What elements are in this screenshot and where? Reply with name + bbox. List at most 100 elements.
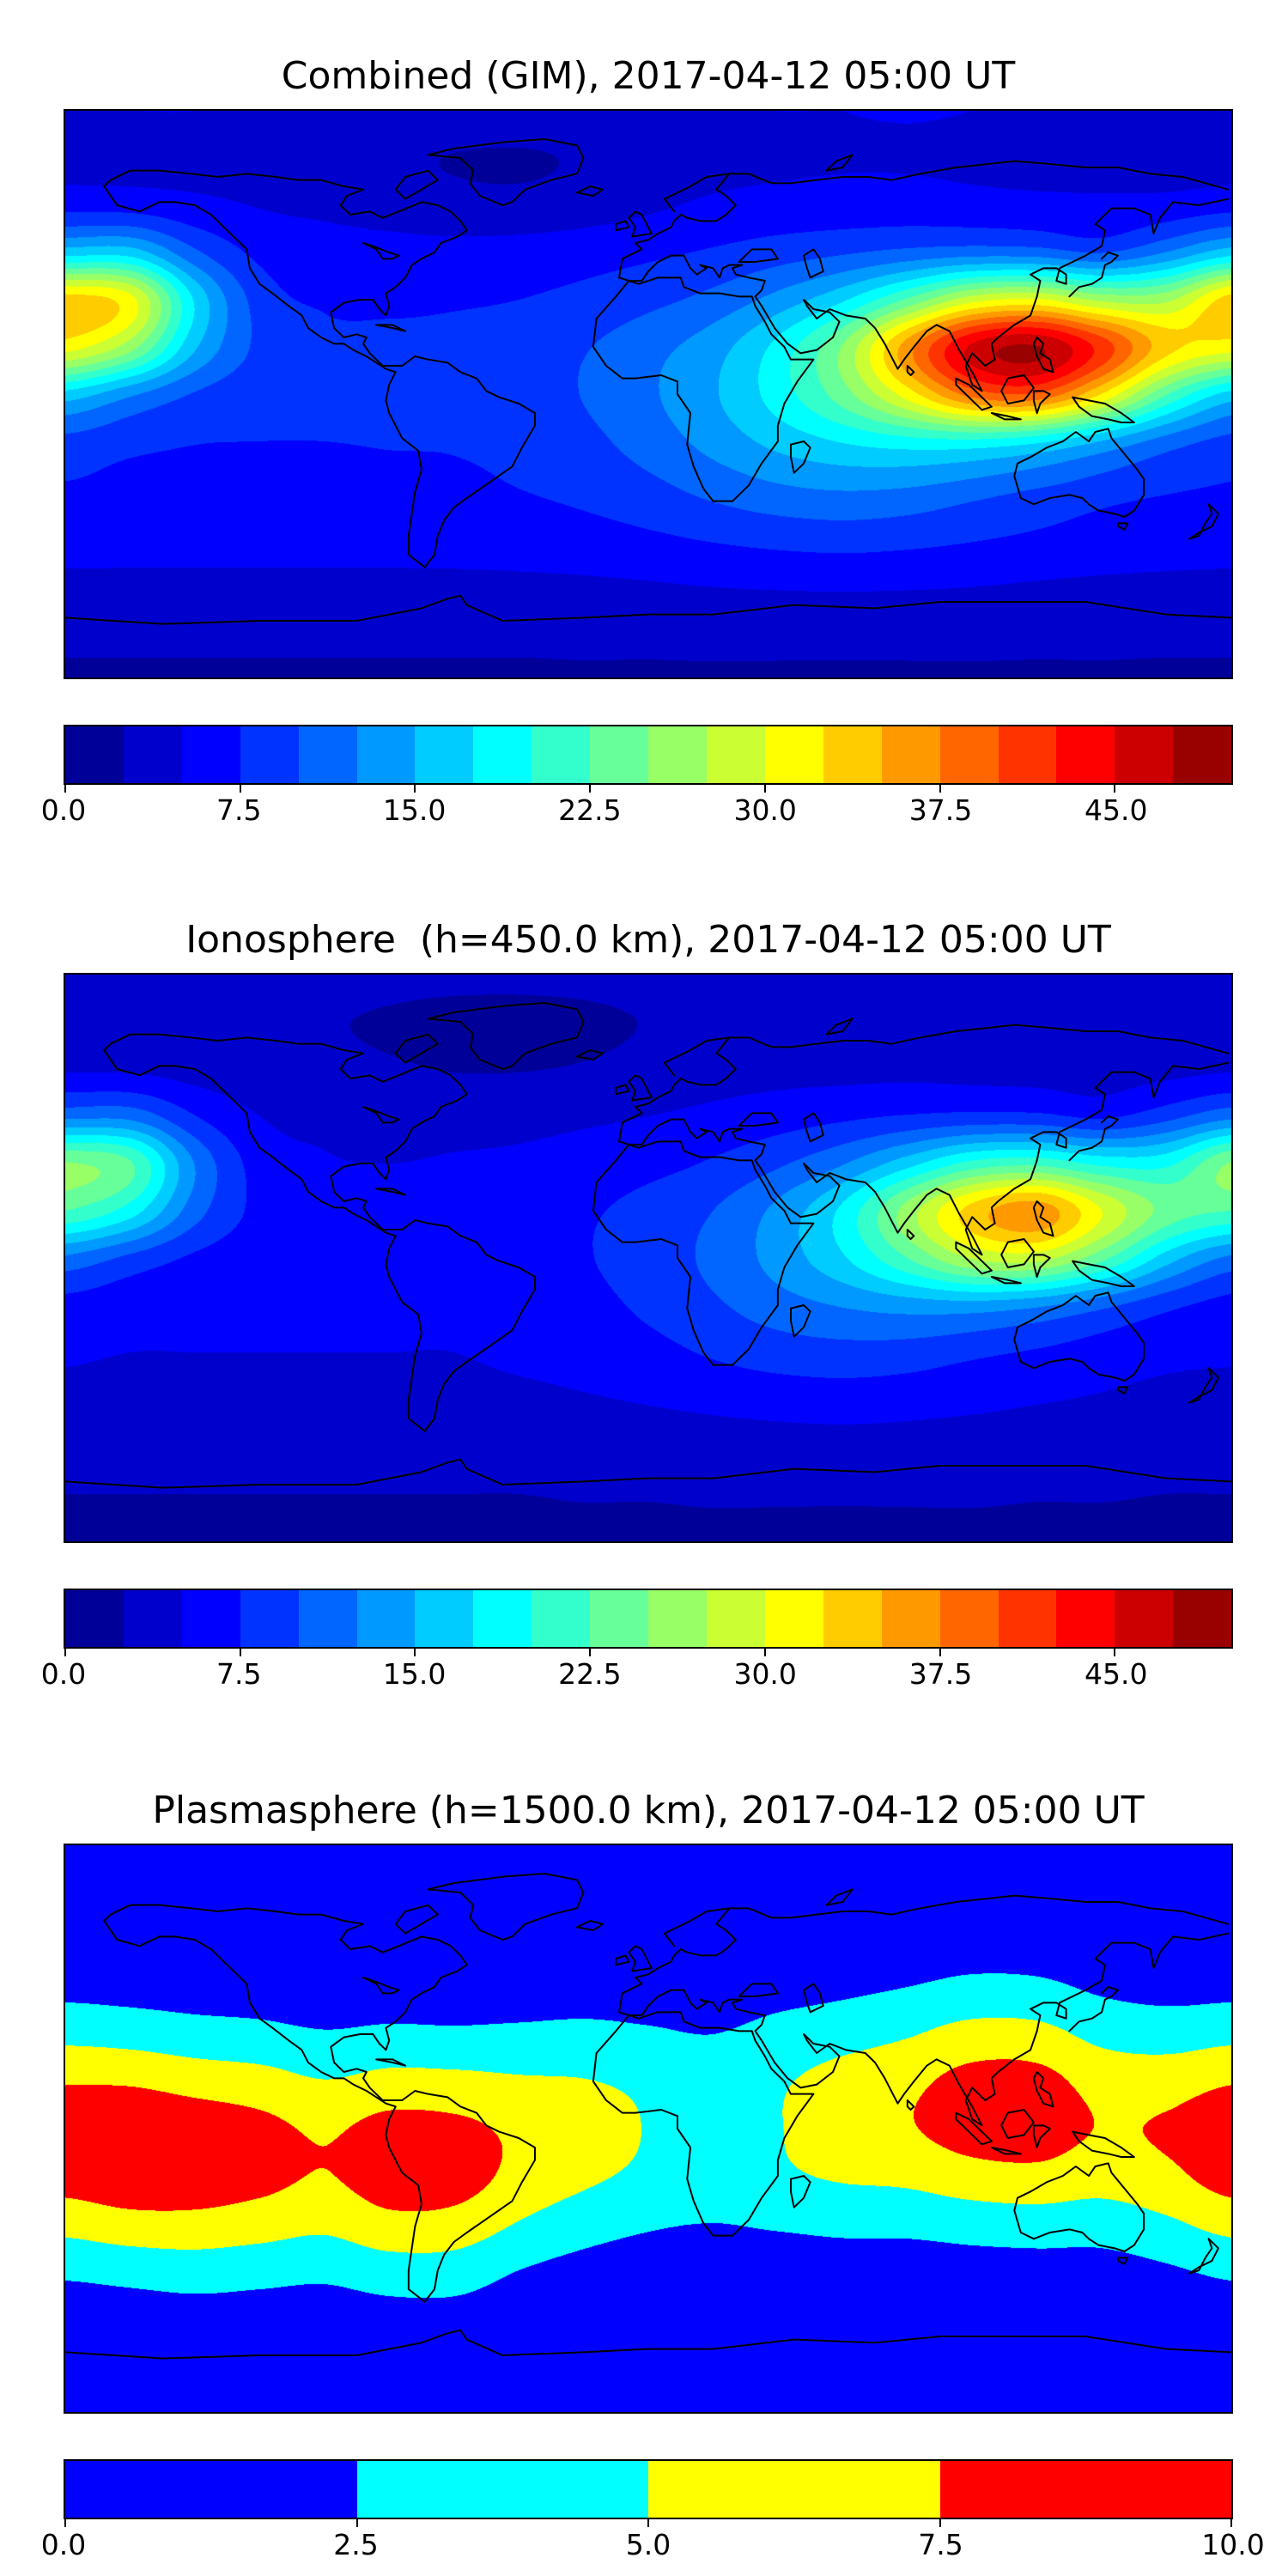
coastline-path <box>65 1874 1231 2359</box>
colorbar-segment <box>764 1590 823 1647</box>
panel-combined-gim: Combined (GIM), 2017-04-12 05:00 UT 0.0 7… <box>41 54 1233 828</box>
colorbar-segment <box>65 1590 124 1647</box>
colorbar-tick <box>763 785 766 793</box>
colorbar-segment <box>298 1590 357 1647</box>
colorbar-segment <box>1173 726 1232 783</box>
colorbar-segment <box>356 1590 416 1647</box>
colorbar-tick-label: 0.0 <box>40 793 87 827</box>
colorbar-tick-label: 37.5 <box>908 793 973 827</box>
colorbar-tick <box>414 1649 416 1656</box>
colorbar-segment <box>1115 726 1174 783</box>
colorbar-tick <box>589 785 592 793</box>
colorbar-tick <box>64 2519 66 2527</box>
tec-map-canvas <box>65 1845 1231 2412</box>
colorbar-tick <box>939 785 941 793</box>
colorbar-tick <box>589 1649 592 1656</box>
colorbar-tick <box>64 1649 66 1656</box>
colorbar-tick-label: 7.5 <box>216 793 262 827</box>
world-map-combined <box>64 109 1233 679</box>
colorbar-segment <box>1173 1590 1232 1647</box>
world-map-plasmasphere <box>64 1844 1233 2414</box>
colorbar-tick-label: 45.0 <box>1084 793 1148 827</box>
colorbar-tick-label: 37.5 <box>908 1657 973 1691</box>
colorbar-segment <box>823 726 882 783</box>
tec-map-canvas <box>65 111 1231 677</box>
colorbar-ticks: 0.0 7.5 15.0 22.5 30.0 37.5 45.0 <box>41 793 1233 828</box>
colorbar-segment <box>881 1590 940 1647</box>
colorbar-ticks: 0.0 2.5 5.0 7.5 10.0 <box>41 2528 1265 2562</box>
coastlines-overlay <box>65 975 1231 1541</box>
colorbar-segment <box>415 1590 474 1647</box>
colorbar-segment <box>181 1590 240 1647</box>
colorbar-segment <box>939 1590 999 1647</box>
coastlines-overlay <box>65 111 1231 677</box>
colorbar-tick-label: 10.0 <box>1201 2528 1265 2561</box>
colorbar-tick-label: 15.0 <box>382 1657 447 1691</box>
panel-title: Ionosphere (h=450.0 km), 2017-04-12 05:0… <box>185 918 1111 962</box>
colorbar <box>64 2459 1233 2527</box>
tec-map-canvas <box>65 975 1231 1541</box>
colorbar-segment <box>706 1590 765 1647</box>
colorbar-tick <box>939 2519 941 2527</box>
colorbar-segment <box>648 2461 940 2518</box>
colorbar-tick <box>1230 2519 1232 2527</box>
panel-plasmasphere: Plasmasphere (h=1500.0 km), 2017-04-12 0… <box>41 1789 1265 2562</box>
coastlines-overlay <box>65 1845 1231 2412</box>
colorbar-segment <box>532 726 591 783</box>
world-map-ionosphere <box>64 973 1233 1543</box>
colorbar <box>64 725 1233 793</box>
colorbar-segment <box>1115 1590 1174 1647</box>
panel-title: Plasmasphere (h=1500.0 km), 2017-04-12 0… <box>152 1789 1145 1832</box>
colorbar-tick-label: 2.5 <box>333 2528 379 2561</box>
colorbar-segment <box>590 1590 649 1647</box>
colorbar-segment <box>473 1590 532 1647</box>
colorbar-segment <box>939 2461 1231 2518</box>
colorbar-segment <box>939 726 999 783</box>
colorbar-segment <box>415 726 474 783</box>
colorbar-tick-label: 0.0 <box>40 2528 87 2561</box>
colorbar-segment <box>648 1590 707 1647</box>
colorbar-tick <box>1114 785 1116 793</box>
colorbar-segment <box>764 726 823 783</box>
colorbar-segment <box>532 1590 591 1647</box>
colorbar-tick <box>355 2519 358 2527</box>
colorbar-tick-label: 7.5 <box>216 1657 262 1691</box>
colorbar-segment <box>356 726 416 783</box>
colorbar-segment <box>998 1590 1057 1647</box>
colorbar <box>64 1589 1233 1656</box>
colorbar-tick-label: 22.5 <box>558 1657 622 1691</box>
colorbar-segment <box>706 726 765 783</box>
colorbar-segment <box>298 726 357 783</box>
colorbar-segment <box>881 726 940 783</box>
colorbar-tick-label: 15.0 <box>382 793 447 827</box>
colorbar-tick-label: 5.0 <box>625 2528 671 2561</box>
colorbar-segment <box>1056 726 1115 783</box>
colorbar-segment <box>823 1590 882 1647</box>
colorbar-ticks: 0.0 7.5 15.0 22.5 30.0 37.5 45.0 <box>41 1657 1233 1692</box>
coastline-path <box>65 1003 1231 1488</box>
colorbar-segment <box>590 726 649 783</box>
colorbar-tick <box>239 1649 241 1656</box>
colorbar-segment <box>240 1590 299 1647</box>
colorbar-segment <box>65 726 124 783</box>
colorbar-segment <box>648 726 707 783</box>
colorbar-segment <box>356 2461 648 2518</box>
colorbar-tick <box>1114 1649 1116 1656</box>
colorbar-segment <box>181 726 240 783</box>
colorbar-tick <box>239 785 241 793</box>
colorbar-segment <box>473 726 532 783</box>
colorbar-tick-label: 45.0 <box>1084 1657 1148 1691</box>
colorbar-tick-label: 30.0 <box>733 793 797 827</box>
colorbar-segment <box>123 726 182 783</box>
colorbar-segment <box>240 726 299 783</box>
colorbar-segment <box>65 2461 357 2518</box>
panel-title: Combined (GIM), 2017-04-12 05:00 UT <box>281 54 1016 98</box>
colorbar-segment <box>1056 1590 1115 1647</box>
panel-ionosphere: Ionosphere (h=450.0 km), 2017-04-12 05:0… <box>41 918 1233 1692</box>
colorbar-tick <box>939 1649 941 1656</box>
colorbar-segment <box>123 1590 182 1647</box>
colorbar-tick <box>647 2519 649 2527</box>
colorbar-tick-label: 22.5 <box>558 793 622 827</box>
colorbar-tick-label: 7.5 <box>918 2528 963 2561</box>
